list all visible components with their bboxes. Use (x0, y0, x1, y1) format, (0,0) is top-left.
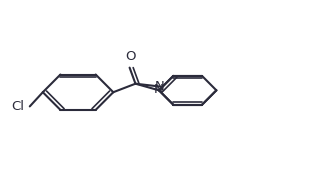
Text: N: N (155, 80, 165, 93)
Text: Cl: Cl (12, 100, 25, 113)
Text: N: N (154, 83, 164, 96)
Text: O: O (125, 50, 136, 63)
